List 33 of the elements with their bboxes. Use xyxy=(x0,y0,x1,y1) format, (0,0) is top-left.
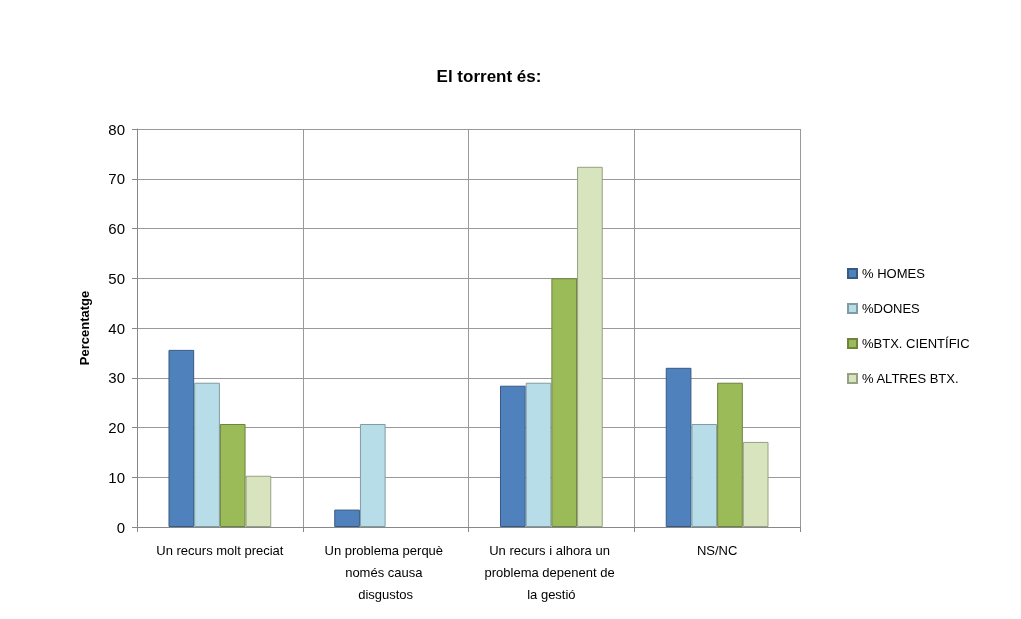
y-tick-label: 30 xyxy=(108,369,125,387)
bar xyxy=(665,367,692,527)
y-tick-label: 70 xyxy=(108,170,125,188)
bar xyxy=(219,424,246,527)
bar xyxy=(359,424,386,527)
x-tick-label: NS/NC xyxy=(696,542,738,558)
x-tick-label: Un recurs molt preciat xyxy=(156,542,284,558)
bar xyxy=(742,441,769,527)
x-tick-label: Un problema perquè només causa disgustos xyxy=(324,542,447,602)
y-tick-label: 40 xyxy=(108,319,125,337)
legend-label: % HOMES xyxy=(862,266,926,281)
y-tick-label: 20 xyxy=(108,419,125,436)
y-tick-label: 80 xyxy=(108,120,125,138)
y-axis-title: Percentatge xyxy=(77,290,92,366)
bar xyxy=(168,349,195,527)
bar xyxy=(334,509,360,527)
bar xyxy=(194,382,220,527)
legend-label: % ALTRES BTX. xyxy=(862,371,959,386)
y-tick-label: 60 xyxy=(108,220,125,237)
chart-title: El torrent és: xyxy=(436,67,542,86)
legend-label: %BTX. CIENTÍFIC xyxy=(862,336,970,351)
bar xyxy=(551,278,578,527)
y-tick-label: 10 xyxy=(108,468,125,486)
y-tick-label: 0 xyxy=(116,518,125,536)
bar xyxy=(245,475,272,527)
x-tick-label: Un recurs i alhora un problema depenent de la gestió xyxy=(484,542,619,602)
bar xyxy=(577,166,603,527)
bar xyxy=(499,385,526,527)
legend-label: %DONES xyxy=(862,301,921,316)
y-tick-label: 50 xyxy=(108,269,125,287)
bar xyxy=(717,382,743,527)
bar xyxy=(525,382,552,527)
bar xyxy=(691,424,718,527)
